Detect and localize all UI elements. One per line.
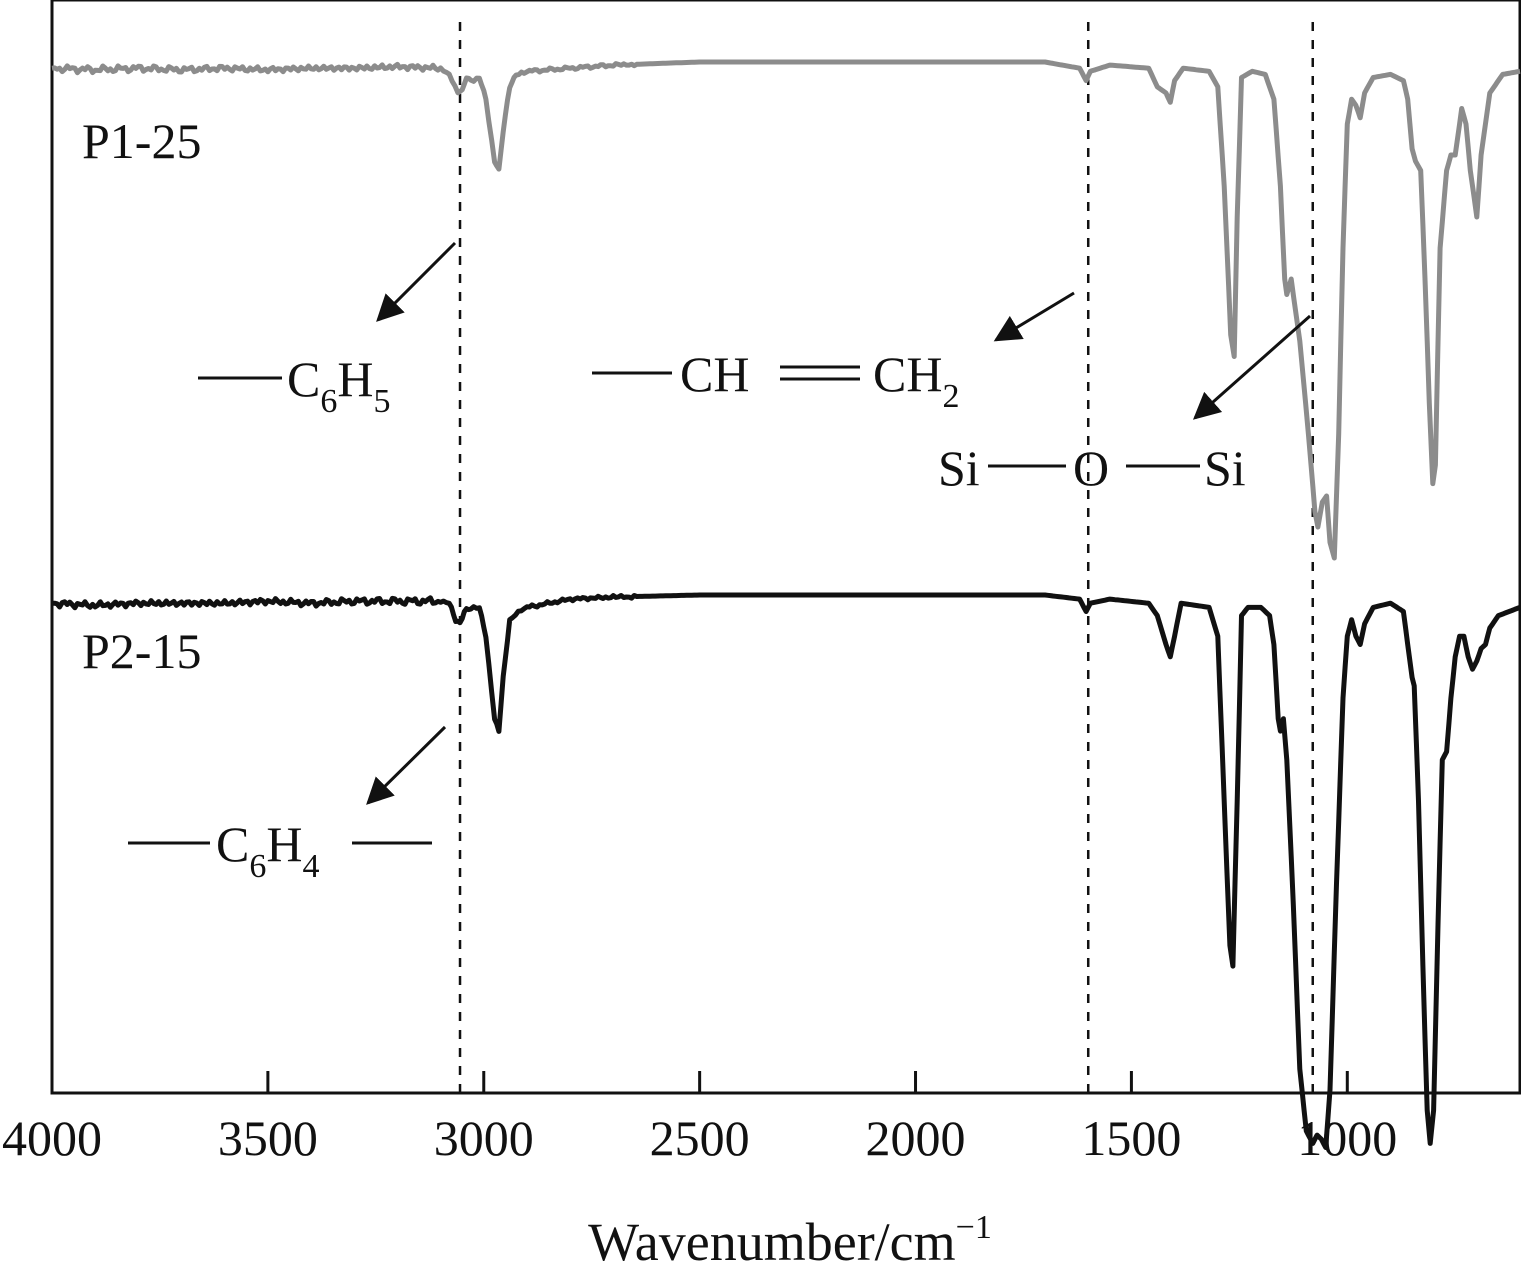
x-axis-title: Wavenumber/cm−1 <box>588 1209 992 1272</box>
formula-si-left: Si <box>938 440 980 496</box>
series-line-p2-15 <box>52 592 1521 1150</box>
formula-c6h5: C6H5 <box>287 351 390 420</box>
formula-c6h4: C6H4 <box>216 816 319 885</box>
annotation-c6h5: C6H5 <box>198 241 457 420</box>
formula-o: O <box>1073 440 1109 496</box>
x-tick-label: 1500 <box>1081 1110 1181 1166</box>
annotation-c6h4: C6H4 <box>128 725 447 885</box>
series-line-p1-25 <box>51 59 1521 561</box>
series-label-p2-15: P2-15 <box>82 623 201 679</box>
formula-ch2: CH2 <box>873 346 959 415</box>
x-tick-label: 2000 <box>866 1110 966 1166</box>
arrow <box>993 291 1075 342</box>
arrow <box>376 241 457 322</box>
arrow <box>366 725 447 805</box>
formula-si-right: Si <box>1204 440 1246 496</box>
annotation-vinyl: CH CH2 <box>592 291 1075 415</box>
x-tick-label: 3000 <box>434 1110 534 1166</box>
x-tick-label: 2500 <box>650 1110 750 1166</box>
plot-frame <box>50 0 1521 1095</box>
formula-ch: CH <box>680 346 749 402</box>
x-axis-ticks: 4000 3500 3000 2500 2000 1500 1000 <box>2 1071 1397 1166</box>
x-tick-label: 3500 <box>218 1110 318 1166</box>
reference-lines <box>458 22 1315 1093</box>
annotation-siloxane: Si O Si <box>938 314 1311 496</box>
arrow <box>1192 314 1311 420</box>
x-tick-label: 4000 <box>2 1110 102 1166</box>
series-label-p1-25: P1-25 <box>82 113 201 169</box>
